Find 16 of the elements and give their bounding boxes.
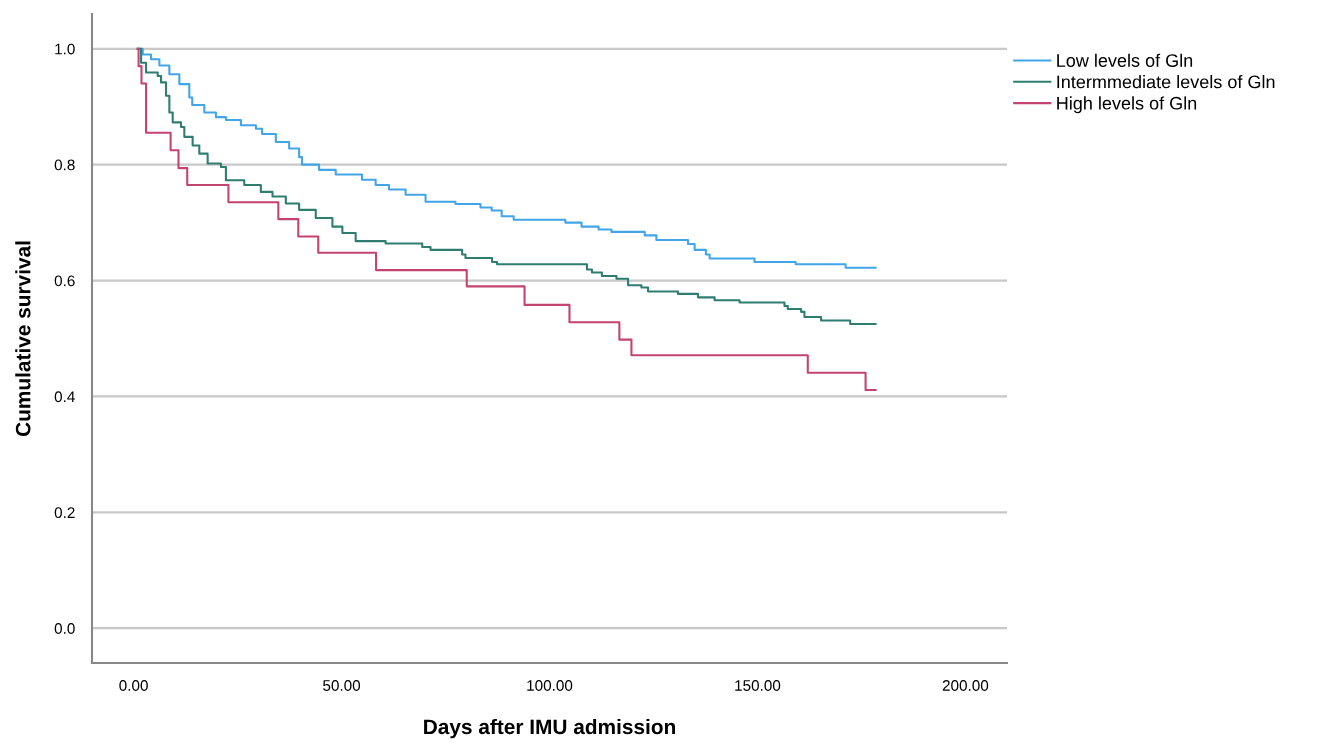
x-tick-label: 0.00 xyxy=(119,680,148,691)
x-axis-title: Days after IMU admission xyxy=(424,718,675,739)
legend-label: High levels of Gln xyxy=(1057,96,1197,114)
legend-label: Intermmediate levels of Gln xyxy=(1057,75,1275,89)
y-tick-label: 0.2 xyxy=(54,507,75,519)
y-tick-label: 0.6 xyxy=(54,275,75,287)
y-tick-label: 0.8 xyxy=(54,159,75,171)
x-tick-label: 100.00 xyxy=(527,680,573,691)
legend-label: Low levels of Gln xyxy=(1057,53,1193,67)
x-tick-label: 50.00 xyxy=(323,680,361,691)
y-tick-label: 0.0 xyxy=(54,623,75,634)
y-tick-label: 1.0 xyxy=(55,43,75,55)
x-tick-label: 150.00 xyxy=(735,680,781,691)
y-tick-label: 0.4 xyxy=(54,391,75,403)
y-axis-title: Cumulative survival xyxy=(15,241,31,437)
x-tick-label: 200.00 xyxy=(942,680,989,691)
